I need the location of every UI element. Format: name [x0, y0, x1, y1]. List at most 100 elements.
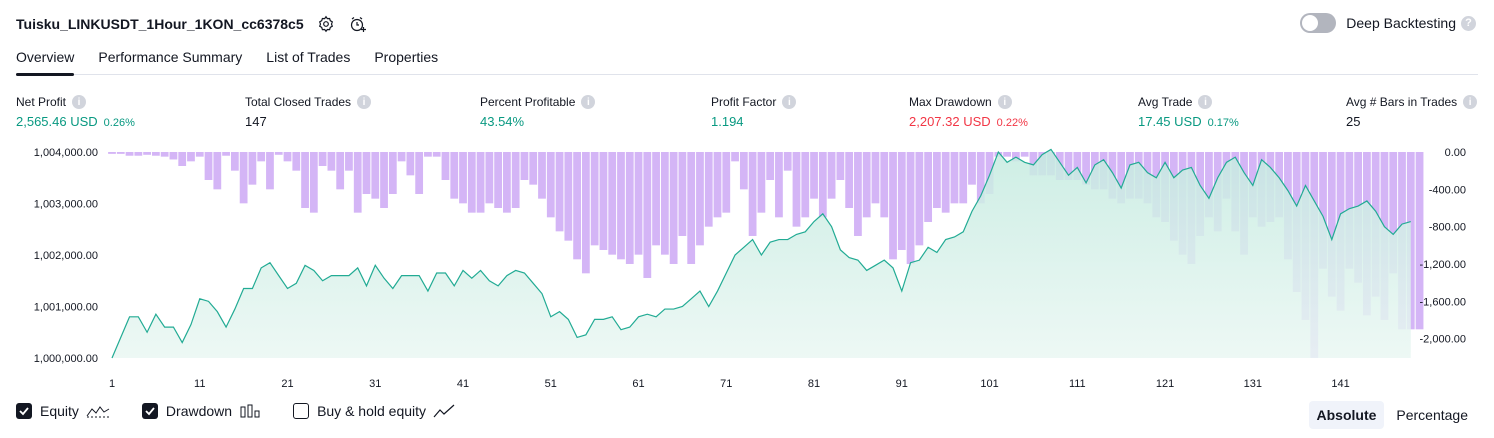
- chart-legend: Equity Drawdown Buy & hold equity: [16, 403, 487, 419]
- drawdown-bar: [520, 152, 529, 180]
- drawdown-bar: [959, 152, 968, 204]
- drawdown-bar: [871, 152, 880, 204]
- stat-profit-factor: Profit Factor i 1.194: [711, 94, 797, 129]
- equity-drawdown-chart[interactable]: 1,004,000.00 1,003,000.00 1,002,000.00 1,00…: [0, 140, 1494, 394]
- drawdown-bar: [151, 152, 160, 156]
- percentage-button[interactable]: Percentage: [1396, 407, 1468, 423]
- drawdown-bar: [608, 152, 617, 255]
- drawdown-bar: [134, 152, 143, 156]
- drawdown-bar: [775, 152, 783, 218]
- drawdown-bar: [1327, 152, 1336, 297]
- tab-performance-summary[interactable]: Performance Summary: [98, 49, 243, 65]
- drawdown-bar: [266, 152, 274, 190]
- equity-line: [111, 148, 1411, 359]
- drawdown-bar: [599, 152, 608, 250]
- drawdown-bar: [450, 152, 459, 199]
- drawdown-bar: [889, 152, 897, 260]
- drawdown-checkbox[interactable]: [141, 403, 158, 419]
- drawdown-bar: [503, 152, 511, 213]
- left-axis-tick-label: 1,001,000.00: [34, 302, 98, 314]
- drawdown-bar: [529, 152, 538, 185]
- drawdown-bar: [1389, 152, 1398, 274]
- left-axis-tick-label: 1,000,000.00: [34, 353, 98, 365]
- trend-line-icon: [433, 404, 455, 418]
- drawdown-bar: [485, 152, 494, 204]
- left-axis-tick-label: 1,002,000.00: [34, 250, 98, 262]
- drawdown-bar: [801, 152, 810, 218]
- stat-label: Percent Profitable: [480, 95, 576, 109]
- x-axis-tick-label: 81: [808, 378, 820, 390]
- drawdown-bar: [441, 152, 450, 180]
- tab-properties[interactable]: Properties: [374, 49, 439, 65]
- legend-buy-hold-equity[interactable]: Buy & hold equity: [293, 403, 455, 419]
- drawdown-bar: [178, 152, 187, 166]
- drawdown-bar: [143, 152, 151, 155]
- x-axis-tick-label: 71: [720, 378, 732, 390]
- drawdown-bar: [213, 152, 222, 190]
- drawdown-bar: [125, 152, 134, 156]
- drawdown-bar: [555, 152, 564, 232]
- legend-label: Equity: [40, 403, 79, 419]
- drawdown-bar: [880, 152, 889, 218]
- right-axis-tick-label: -2,000.00: [1420, 334, 1466, 346]
- drawdown-bar: [968, 152, 976, 185]
- report-header: Tuisku_LINKUSDT_1Hour_1KON_cc6378c5: [16, 12, 368, 36]
- drawdown-bar: [345, 152, 353, 171]
- stat-label: Max Drawdown: [909, 95, 992, 109]
- drawdown-bar: [748, 152, 757, 236]
- drawdown-bar: [301, 152, 309, 208]
- deep-backtesting-toggle[interactable]: [1300, 13, 1337, 33]
- stat-avg-bars-in-trades: Avg # Bars in Trades i 25: [1346, 94, 1478, 129]
- x-axis-tick-label: 141: [1331, 378, 1349, 390]
- drawdown-bar: [704, 152, 713, 227]
- stat-max-drawdown: Max Drawdown i 2,207.32 USD 0.22%: [909, 94, 1028, 129]
- legend-label: Drawdown: [165, 403, 233, 419]
- x-axis-tick-label: 91: [896, 378, 908, 390]
- info-icon[interactable]: i: [782, 95, 797, 109]
- drawdown-bar: [573, 152, 581, 260]
- drawdown-bar: [494, 152, 503, 208]
- drawdown-bar: [169, 152, 178, 160]
- stat-avg-trade: Avg Trade i 17.45 USD 0.17%: [1138, 94, 1239, 129]
- drawdown-bar: [678, 152, 687, 236]
- tab-list-of-trades[interactable]: List of Trades: [266, 49, 351, 65]
- info-icon[interactable]: i: [357, 95, 372, 109]
- stat-net-profit: Net Profit i 2,565.46 USD 0.26%: [16, 94, 135, 129]
- legend-drawdown[interactable]: Drawdown: [141, 403, 261, 419]
- stat-value: 2,207.32 USD: [909, 114, 991, 129]
- info-icon[interactable]: i: [1463, 95, 1478, 109]
- drawdown-bar: [424, 152, 432, 157]
- drawdown-bar: [459, 152, 467, 204]
- drawdown-bar: [897, 152, 906, 250]
- drawdown-bar: [546, 152, 555, 218]
- drawdown-bar: [397, 152, 406, 162]
- buy-hold-checkbox[interactable]: [293, 403, 310, 419]
- stat-label: Profit Factor: [711, 95, 777, 109]
- drawdown-bar: [660, 152, 669, 255]
- info-icon[interactable]: i: [72, 95, 87, 109]
- drawdown-bar: [1415, 152, 1424, 330]
- drawdown-bar: [792, 152, 801, 227]
- info-icon[interactable]: i: [581, 95, 596, 109]
- equity-checkbox[interactable]: [16, 403, 32, 419]
- drawdown-bar: [827, 152, 836, 199]
- add-alert-icon[interactable]: [348, 14, 368, 34]
- drawdown-bar: [362, 152, 371, 194]
- legend-equity[interactable]: Equity: [16, 403, 110, 419]
- absolute-button[interactable]: Absolute: [1308, 401, 1385, 429]
- info-icon[interactable]: i: [997, 95, 1012, 109]
- settings-icon[interactable]: [316, 14, 336, 34]
- drawdown-bar: [915, 152, 924, 246]
- tab-overview[interactable]: Overview: [16, 46, 75, 76]
- drawdown-bar: [222, 152, 230, 156]
- stat-value: 2,565.46 USD: [16, 114, 98, 129]
- drawdown-bar: [836, 152, 845, 180]
- x-axis-tick-label: 131: [1244, 378, 1262, 390]
- toggle-knob: [1302, 15, 1319, 31]
- drawdown-bar: [371, 152, 380, 199]
- drawdown-bar: [406, 152, 415, 176]
- help-icon[interactable]: ?: [1461, 15, 1476, 31]
- drawdown-bars-icon: [240, 404, 260, 418]
- x-axis-tick-label: 21: [281, 378, 293, 390]
- info-icon[interactable]: i: [1198, 95, 1213, 109]
